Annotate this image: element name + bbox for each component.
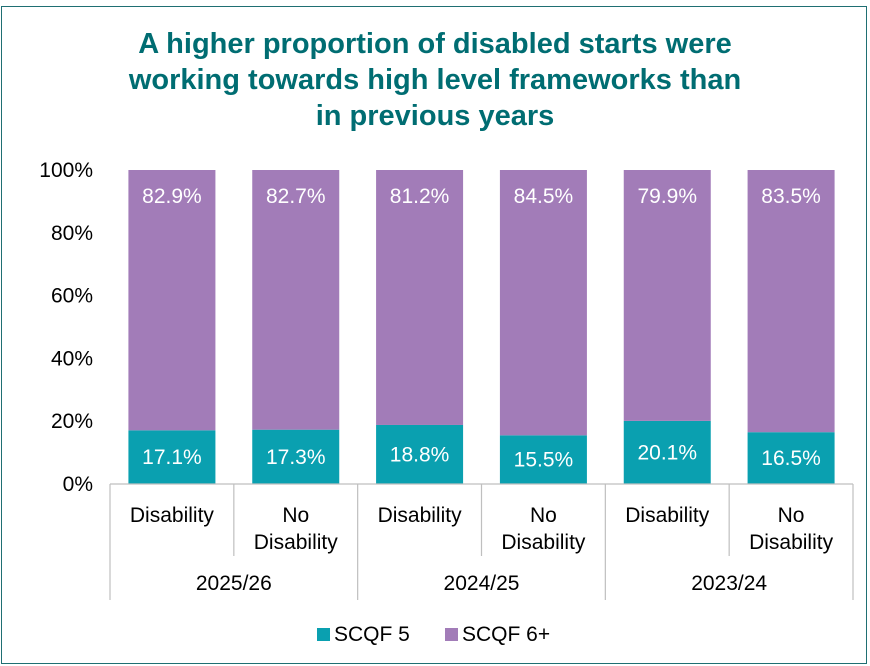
y-tick-label: 0% bbox=[63, 473, 93, 496]
group-label: 2023/24 bbox=[691, 572, 767, 595]
bar-scqf6plus bbox=[623, 170, 711, 421]
y-tick-label: 80% bbox=[51, 222, 93, 245]
data-label: 82.9% bbox=[142, 185, 202, 208]
category-label: Disability bbox=[130, 504, 215, 527]
category-label: Disability bbox=[254, 531, 339, 554]
bar-scqf6plus bbox=[747, 170, 835, 433]
chart-title-line-2: working towards high level frameworks th… bbox=[128, 64, 742, 96]
bar-scqf5 bbox=[499, 435, 587, 484]
data-label: 17.3% bbox=[266, 446, 326, 469]
category-label: No bbox=[282, 504, 309, 527]
data-label: 83.5% bbox=[761, 185, 821, 208]
legend-label: SCQF 6+ bbox=[462, 623, 550, 646]
bar-scqf6plus bbox=[376, 170, 464, 425]
bar-scqf5 bbox=[128, 430, 216, 484]
data-label: 17.1% bbox=[142, 446, 202, 469]
bar-scqf5 bbox=[747, 432, 835, 484]
bar-scqf5 bbox=[376, 424, 464, 484]
category-label: Disability bbox=[749, 531, 834, 554]
data-label: 15.5% bbox=[514, 449, 574, 472]
y-tick-label: 40% bbox=[51, 347, 93, 370]
legend-label: SCQF 5 bbox=[334, 623, 410, 646]
category-label: Disability bbox=[501, 531, 586, 554]
chart-title: A higher proportion of disabled starts w… bbox=[0, 26, 870, 134]
chart-title-line-1: A higher proportion of disabled starts w… bbox=[138, 28, 732, 60]
y-tick-label: 60% bbox=[51, 285, 93, 308]
bar-scqf5 bbox=[623, 420, 711, 484]
bar-scqf6plus bbox=[252, 170, 340, 430]
chart-title-line-3: in previous years bbox=[315, 100, 555, 132]
bar-scqf5 bbox=[252, 429, 340, 484]
data-label: 81.2% bbox=[390, 185, 450, 208]
legend-swatch bbox=[445, 628, 458, 641]
data-label: 20.1% bbox=[637, 441, 697, 464]
y-tick-label: 100% bbox=[39, 159, 93, 182]
data-label: 82.7% bbox=[266, 185, 326, 208]
bar-scqf6plus bbox=[128, 170, 216, 431]
bar-scqf6plus bbox=[499, 170, 587, 436]
data-label: 79.9% bbox=[637, 185, 697, 208]
data-label: 16.5% bbox=[761, 447, 821, 470]
data-label: 18.8% bbox=[390, 443, 450, 466]
category-label: Disability bbox=[378, 504, 463, 527]
category-label: No bbox=[530, 504, 557, 527]
data-label: 84.5% bbox=[514, 185, 574, 208]
category-label: No bbox=[778, 504, 805, 527]
group-label: 2025/26 bbox=[196, 572, 272, 595]
category-label: Disability bbox=[625, 504, 710, 527]
group-label: 2024/25 bbox=[444, 572, 520, 595]
legend-swatch bbox=[317, 628, 330, 641]
y-tick-label: 20% bbox=[51, 410, 93, 433]
